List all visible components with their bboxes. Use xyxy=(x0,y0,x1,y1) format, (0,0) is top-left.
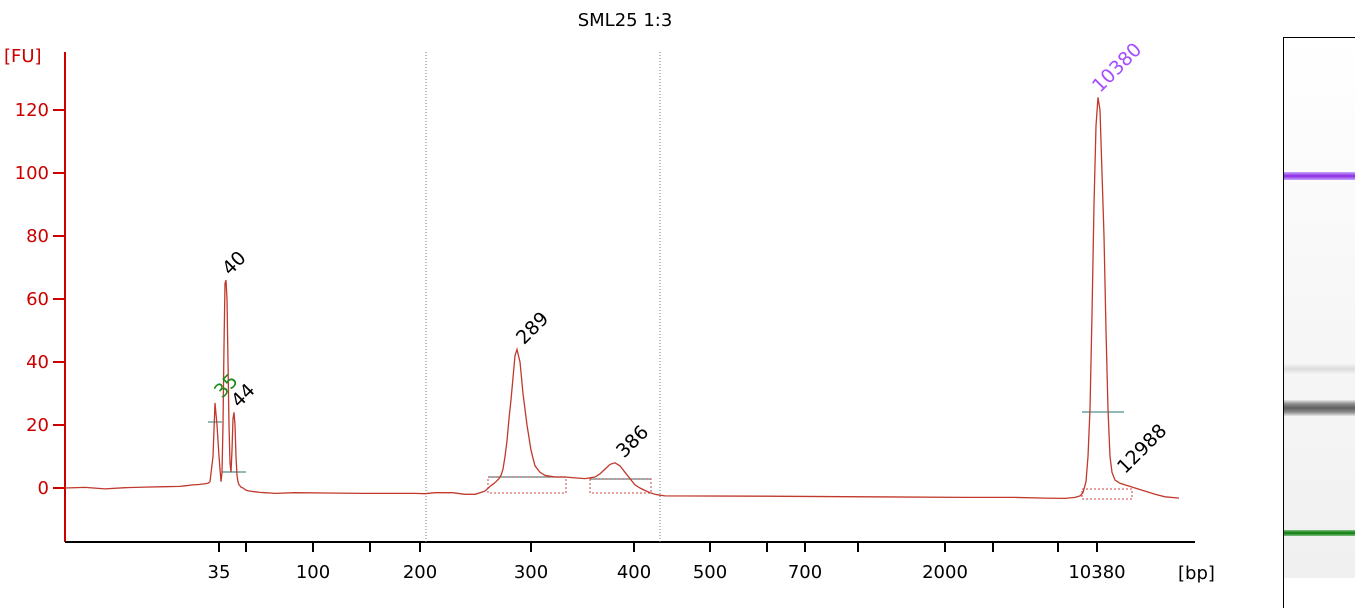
peak-label: 289 xyxy=(512,308,553,349)
x-tick-label: 10380 xyxy=(1068,562,1125,583)
x-tick-label: 700 xyxy=(788,562,822,583)
y-tick-label: 120 xyxy=(15,100,49,121)
x-tick-label: 35 xyxy=(208,562,231,583)
gel-band-lower-marker xyxy=(1284,530,1355,536)
y-tick-label: 0 xyxy=(38,478,49,499)
gel-band-sample xyxy=(1284,400,1355,416)
x-tick-label: 500 xyxy=(693,562,727,583)
x-tick-label: 200 xyxy=(403,562,437,583)
y-tick-label: 60 xyxy=(26,289,49,310)
y-axis-label: [FU] xyxy=(4,46,42,67)
peak-label: 12988 xyxy=(1113,420,1171,478)
peak-label: 10380 xyxy=(1088,39,1146,97)
x-tick-label: 2000 xyxy=(922,562,968,583)
peak-region-box xyxy=(589,478,652,494)
y-tick-label: 40 xyxy=(26,352,49,373)
x-tick-label: 400 xyxy=(617,562,651,583)
gel-lane xyxy=(1284,38,1355,578)
gel-band-faint xyxy=(1284,364,1355,374)
gel-band-upper-marker xyxy=(1284,172,1355,180)
peak-label: 386 xyxy=(612,421,653,462)
peak-label: 40 xyxy=(218,247,251,280)
y-tick-label: 100 xyxy=(15,163,49,184)
plot-area: 0 20 40 60 80 100 120 35 100 200 300 400 500 700 2000 1… xyxy=(15,39,1195,583)
gel-image-panel xyxy=(1283,37,1355,608)
series-line-0 xyxy=(64,97,1180,500)
x-tick-label: 100 xyxy=(296,562,330,583)
peak-region-box xyxy=(1081,488,1133,500)
y-tick-label: 80 xyxy=(26,226,49,247)
x-tick-label: 300 xyxy=(514,562,548,583)
y-tick-label: 20 xyxy=(26,415,49,436)
chart-title: SML25 1:3 xyxy=(578,10,673,31)
peak-region-box xyxy=(487,476,567,494)
x-axis-label: [bp] xyxy=(1178,563,1215,584)
